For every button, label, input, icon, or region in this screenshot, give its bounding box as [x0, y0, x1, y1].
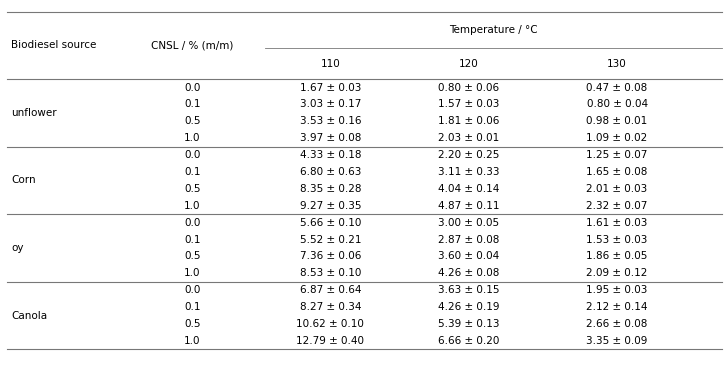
Text: 1.0: 1.0	[184, 133, 200, 143]
Text: 4.33 ± 0.18: 4.33 ± 0.18	[300, 150, 361, 160]
Text: unflower: unflower	[11, 108, 57, 118]
Text: 1.0: 1.0	[184, 336, 200, 346]
Text: 1.86 ± 0.05: 1.86 ± 0.05	[587, 251, 648, 261]
Text: 0.1: 0.1	[184, 235, 200, 245]
Text: 3.63 ± 0.15: 3.63 ± 0.15	[438, 285, 499, 295]
Text: 8.53 ± 0.10: 8.53 ± 0.10	[300, 268, 361, 278]
Text: 2.66 ± 0.08: 2.66 ± 0.08	[587, 319, 648, 329]
Text: 8.35 ± 0.28: 8.35 ± 0.28	[300, 184, 361, 194]
Text: 1.09 ± 0.02: 1.09 ± 0.02	[587, 133, 648, 143]
Text: 0.5: 0.5	[184, 116, 200, 126]
Text: 0.5: 0.5	[184, 251, 200, 261]
Text: 2.20 ± 0.25: 2.20 ± 0.25	[438, 150, 499, 160]
Text: 2.03 ± 0.01: 2.03 ± 0.01	[438, 133, 499, 143]
Text: 4.04 ± 0.14: 4.04 ± 0.14	[438, 184, 499, 194]
Text: 3.97 ± 0.08: 3.97 ± 0.08	[300, 133, 361, 143]
Text: 0.1: 0.1	[184, 100, 200, 110]
Text: 1.25 ± 0.07: 1.25 ± 0.07	[587, 150, 648, 160]
Text: 2.09 ± 0.12: 2.09 ± 0.12	[587, 268, 648, 278]
Text: 9.27 ± 0.35: 9.27 ± 0.35	[300, 201, 361, 211]
Text: 1.95 ± 0.03: 1.95 ± 0.03	[587, 285, 648, 295]
Text: 5.52 ± 0.21: 5.52 ± 0.21	[300, 235, 361, 245]
Text: 7.36 ± 0.06: 7.36 ± 0.06	[300, 251, 361, 261]
Text: 4.26 ± 0.19: 4.26 ± 0.19	[438, 302, 499, 312]
Text: 6.66 ± 0.20: 6.66 ± 0.20	[438, 336, 499, 346]
Text: 0.5: 0.5	[184, 184, 200, 194]
Text: 1.0: 1.0	[184, 201, 200, 211]
Text: 0.0: 0.0	[184, 285, 200, 295]
Text: 8.27 ± 0.34: 8.27 ± 0.34	[300, 302, 361, 312]
Text: 2.87 ± 0.08: 2.87 ± 0.08	[438, 235, 499, 245]
Text: 0.98 ± 0.01: 0.98 ± 0.01	[587, 116, 648, 126]
Text: 120: 120	[458, 59, 478, 69]
Text: 0.0: 0.0	[184, 150, 200, 160]
Text: 1.0: 1.0	[184, 268, 200, 278]
Text: Biodiesel source: Biodiesel source	[11, 41, 97, 50]
Text: 0.47 ± 0.08: 0.47 ± 0.08	[587, 83, 648, 93]
Text: 1.67 ± 0.03: 1.67 ± 0.03	[300, 83, 361, 93]
Text: 3.11 ± 0.33: 3.11 ± 0.33	[438, 167, 499, 177]
Text: 4.87 ± 0.11: 4.87 ± 0.11	[438, 201, 499, 211]
Text: 1.81 ± 0.06: 1.81 ± 0.06	[438, 116, 499, 126]
Text: 2.01 ± 0.03: 2.01 ± 0.03	[587, 184, 648, 194]
Text: 2.32 ± 0.07: 2.32 ± 0.07	[587, 201, 648, 211]
Text: 1.61 ± 0.03: 1.61 ± 0.03	[587, 218, 648, 228]
Text: 1.65 ± 0.08: 1.65 ± 0.08	[587, 167, 648, 177]
Text: 2.12 ± 0.14: 2.12 ± 0.14	[587, 302, 648, 312]
Text: 0.80 ± 0.06: 0.80 ± 0.06	[438, 83, 499, 93]
Text: Temperature / °C: Temperature / °C	[449, 25, 538, 35]
Text: 0.0: 0.0	[184, 83, 200, 93]
Text: 6.87 ± 0.64: 6.87 ± 0.64	[300, 285, 361, 295]
Text: 3.35 ± 0.09: 3.35 ± 0.09	[587, 336, 648, 346]
Text: 0.1: 0.1	[184, 302, 200, 312]
Text: 10.62 ± 0.10: 10.62 ± 0.10	[296, 319, 364, 329]
Text: CNSL / % (m/m): CNSL / % (m/m)	[151, 41, 234, 50]
Text: 0.80 ± 0.04: 0.80 ± 0.04	[587, 100, 648, 110]
Text: 6.80 ± 0.63: 6.80 ± 0.63	[300, 167, 361, 177]
Text: 3.03 ± 0.17: 3.03 ± 0.17	[300, 100, 361, 110]
Text: 5.66 ± 0.10: 5.66 ± 0.10	[300, 218, 361, 228]
Text: 4.26 ± 0.08: 4.26 ± 0.08	[438, 268, 499, 278]
Text: 0.0: 0.0	[184, 218, 200, 228]
Text: 3.53 ± 0.16: 3.53 ± 0.16	[300, 116, 361, 126]
Text: 0.5: 0.5	[184, 319, 200, 329]
Text: 5.39 ± 0.13: 5.39 ± 0.13	[438, 319, 499, 329]
Text: Canola: Canola	[11, 311, 47, 320]
Text: oy: oy	[11, 243, 23, 253]
Text: 130: 130	[607, 59, 627, 69]
Text: 1.57 ± 0.03: 1.57 ± 0.03	[438, 100, 499, 110]
Text: 3.60 ± 0.04: 3.60 ± 0.04	[438, 251, 499, 261]
Text: 110: 110	[320, 59, 340, 69]
Text: 0.1: 0.1	[184, 167, 200, 177]
Text: Corn: Corn	[11, 176, 36, 185]
Text: 12.79 ± 0.40: 12.79 ± 0.40	[296, 336, 364, 346]
Text: 3.00 ± 0.05: 3.00 ± 0.05	[438, 218, 499, 228]
Text: 1.53 ± 0.03: 1.53 ± 0.03	[587, 235, 648, 245]
